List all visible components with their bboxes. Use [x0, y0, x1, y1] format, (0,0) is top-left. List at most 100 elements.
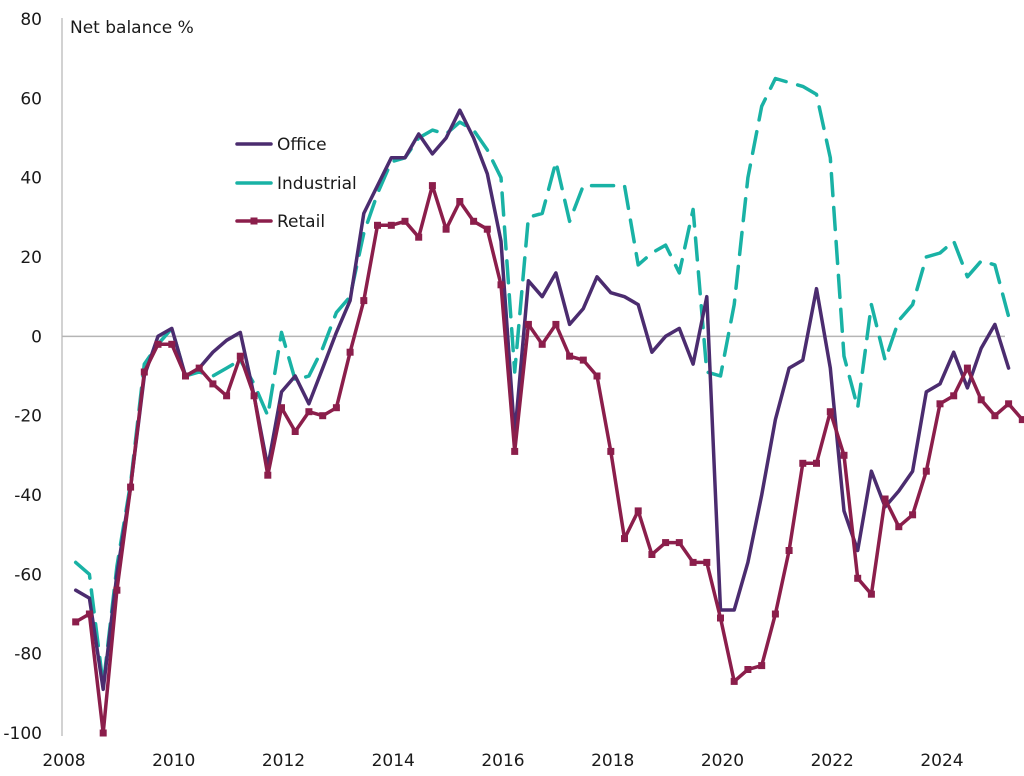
y-tick-label: 80 [20, 10, 42, 30]
data-point-retail [963, 364, 971, 372]
data-point-retail [950, 392, 958, 400]
data-point-retail [497, 281, 505, 289]
legend: Office Industrial Retail [235, 135, 357, 232]
data-point-retail [552, 320, 560, 328]
legend-label: Office [277, 135, 327, 155]
x-tick-label: 2008 [42, 751, 85, 771]
data-point-retail [867, 590, 875, 598]
data-point-retail [634, 507, 642, 515]
legend-item-industrial: Industrial [235, 174, 357, 194]
data-point-retail [140, 368, 148, 376]
y-tick-label: 20 [20, 248, 42, 268]
legend-marker-retail [250, 217, 258, 225]
data-point-retail [538, 340, 546, 348]
y-tick-label: 60 [20, 89, 42, 109]
x-tick-label: 2024 [920, 751, 963, 771]
data-point-retail [771, 610, 779, 618]
axes [61, 18, 1005, 736]
y-tick-label: -40 [14, 486, 42, 506]
data-point-retail [401, 217, 409, 225]
data-point-retail [442, 225, 450, 233]
data-point-retail [113, 586, 121, 594]
x-tick-label: 2014 [372, 751, 415, 771]
data-point-retail [387, 221, 395, 229]
x-tick-label: 2018 [591, 751, 634, 771]
data-point-retail [99, 729, 107, 737]
data-point-retail [428, 182, 436, 190]
data-point-retail [223, 392, 231, 400]
series-office [73, 108, 1011, 692]
data-point-retail [675, 539, 683, 547]
data-point-retail [278, 404, 285, 412]
x-tick-label: 2022 [811, 751, 854, 771]
data-point-retail [250, 392, 258, 400]
data-point-retail [195, 364, 203, 372]
data-point-retail [168, 340, 176, 348]
series-industrial [73, 76, 1011, 688]
data-point-retail [456, 198, 464, 205]
data-point-retail [785, 547, 793, 554]
data-point-retail [881, 495, 889, 503]
y-axis-label: Net balance % [70, 18, 194, 38]
data-point-retail [85, 610, 93, 618]
data-point-retail [703, 558, 711, 566]
data-point-retail [648, 551, 656, 558]
data-point-retail [579, 356, 587, 364]
x-tick-labels: 2008 2010 2012 2014 2016 2018 2020 2022 2024 [42, 751, 963, 771]
data-point-retail [415, 233, 423, 241]
data-point-retail [127, 483, 135, 491]
data-point-retail [483, 225, 491, 233]
data-point-retail [236, 352, 244, 360]
y-tick-label: -80 [14, 645, 42, 665]
data-point-retail [854, 574, 862, 582]
data-point-retail [264, 471, 272, 479]
data-point-retail [511, 447, 519, 455]
data-point-retail [689, 558, 697, 566]
series-retail [72, 182, 1024, 737]
data-point-retail [319, 412, 327, 420]
data-point-retail [799, 459, 807, 467]
data-point-retail [593, 372, 601, 380]
data-point-retail [744, 666, 752, 673]
data-point-retail [1005, 400, 1013, 408]
data-point-retail [826, 408, 834, 416]
legend-item-office: Office [235, 135, 327, 155]
data-point-retail [524, 320, 532, 328]
data-point-retail [346, 348, 354, 356]
data-point-retail [662, 539, 670, 547]
data-point-retail [991, 412, 999, 420]
series-line-retail [73, 183, 1024, 735]
x-tick-label: 2020 [701, 751, 744, 771]
y-tick-label: 0 [31, 327, 42, 347]
x-tick-label: 2012 [262, 751, 305, 771]
x-tick-label: 2010 [152, 751, 195, 771]
data-point-retail [936, 400, 944, 408]
data-point-retail [1018, 416, 1024, 424]
y-tick-labels: 80 60 40 20 0 -20 -40 -60 -80 -100 [3, 10, 42, 744]
data-point-retail [922, 467, 930, 475]
data-point-retail [840, 451, 848, 459]
series-layer [72, 76, 1024, 737]
y-tick-label: -20 [14, 407, 42, 427]
legend-label: Retail [277, 212, 325, 232]
data-point-retail [813, 459, 820, 467]
data-point-retail [305, 408, 313, 416]
x-tick-label: 2016 [481, 751, 524, 771]
y-tick-label: 40 [20, 169, 42, 189]
data-point-retail [209, 380, 217, 388]
series-line-industrial [73, 76, 1011, 688]
data-point-retail [730, 677, 738, 685]
data-point-retail [291, 428, 299, 435]
data-point-retail [470, 217, 478, 225]
data-point-retail [182, 372, 189, 380]
data-point-retail [332, 404, 340, 412]
legend-item-retail: Retail [235, 212, 325, 232]
y-tick-label: -100 [3, 724, 42, 744]
data-point-retail [621, 535, 628, 543]
data-point-retail [154, 340, 162, 348]
data-point-retail [72, 618, 80, 626]
data-point-retail [758, 662, 766, 670]
data-point-retail [374, 221, 381, 229]
data-point-retail [717, 614, 724, 622]
